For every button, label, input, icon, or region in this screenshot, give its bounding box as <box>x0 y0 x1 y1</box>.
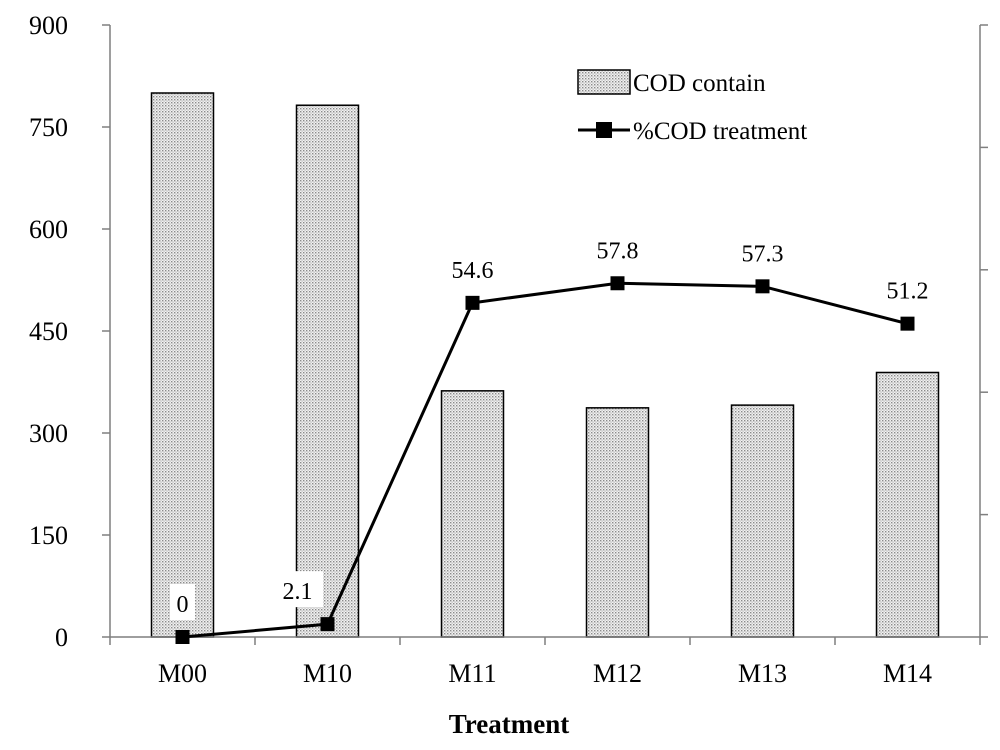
bar-m10 <box>295 104 360 638</box>
legend-label-cod-contain: COD contain <box>633 70 766 97</box>
x-tick-label-m13: M13 <box>738 659 787 688</box>
y-left-tick-label: 900 <box>29 11 68 40</box>
data-label-background <box>272 571 323 608</box>
data-label-m14: 51.2 <box>887 279 929 305</box>
x-tick-label-m11: M11 <box>448 659 496 688</box>
bar-m14 <box>875 371 940 638</box>
marker-m00 <box>175 630 190 644</box>
data-label-m00: 0 <box>177 592 189 618</box>
x-tick-label-m10: M10 <box>303 659 352 688</box>
bar-m11 <box>440 390 505 638</box>
y-left-tick-label: 450 <box>29 317 68 346</box>
x-tick-label-m00: M00 <box>158 659 207 688</box>
data-label-m10: 2.1 <box>283 579 313 605</box>
data-label-m11: 54.6 <box>452 258 494 284</box>
marker-m13 <box>755 279 770 294</box>
bar-m00 <box>150 92 215 638</box>
plot-area: 0 150 300 450 600 750 900 M00 M10 M11 M12 M13 M14 0 2.… <box>29 11 988 688</box>
y-left-tick-label: 300 <box>29 419 68 448</box>
series-line-cod-treatment <box>182 281 908 639</box>
y-left-tick-label: 0 <box>55 623 68 652</box>
y-left-tick-label: 150 <box>29 521 68 550</box>
bar-m12 <box>585 407 650 638</box>
bar-m13 <box>730 404 795 638</box>
data-label-m12: 57.8 <box>597 238 639 264</box>
marker-m10 <box>320 617 335 632</box>
y-left-tick-label: 750 <box>29 113 68 142</box>
data-label-m13: 57.3 <box>742 241 784 267</box>
marker-m11 <box>465 295 480 310</box>
legend: COD contain %COD treatment <box>577 69 807 145</box>
legend-label-cod-treatment: %COD treatment <box>633 118 807 145</box>
legend-marker-cod-treatment <box>596 122 612 138</box>
y-left-tick-label: 600 <box>29 215 68 244</box>
data-label-background <box>170 584 195 620</box>
marker-m14 <box>900 316 915 331</box>
x-tick-label-m14: M14 <box>883 659 932 688</box>
legend-swatch-cod-contain <box>577 69 631 95</box>
x-axis-title: Treatment <box>449 709 569 739</box>
x-tick-label-m12: M12 <box>593 659 642 688</box>
marker-m12 <box>610 276 625 291</box>
